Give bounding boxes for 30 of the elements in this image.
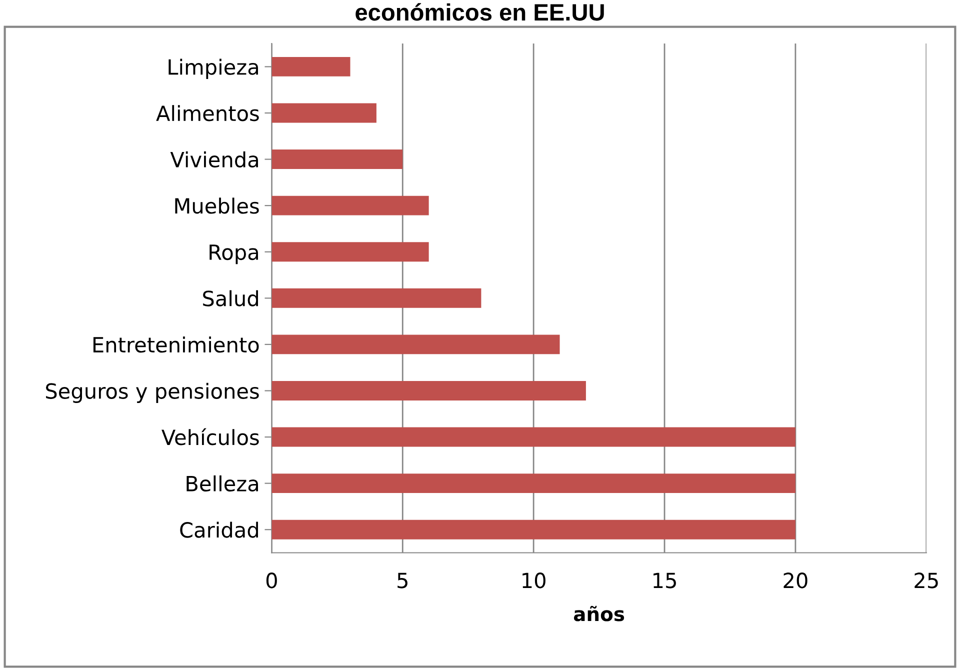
- bar: [272, 150, 403, 169]
- x-tick-label: 5: [398, 572, 408, 588]
- bar: [272, 381, 586, 400]
- x-tick-label: 20: [784, 572, 808, 588]
- y-tick-label: Limpieza: [168, 58, 258, 79]
- y-tick-label: Vehículos: [162, 428, 259, 446]
- y-tick-label: Alimentos: [156, 105, 259, 122]
- y-tick-label: Seguros y pensiones: [46, 382, 259, 403]
- bar: [272, 288, 482, 308]
- y-tick-label: Ropa: [210, 244, 258, 264]
- chart-title: económicos en EE.UU: [356, 3, 604, 21]
- bar: [272, 103, 376, 123]
- y-tick-label: Belleza: [186, 475, 258, 492]
- y-tick-label: Vivienda: [170, 151, 258, 168]
- y-tick-label: Entretenimiento: [93, 336, 259, 353]
- y-tick-label: Muebles: [175, 198, 259, 214]
- bar: [272, 334, 560, 354]
- bar: [272, 56, 350, 76]
- x-tick-label: 10: [522, 572, 546, 588]
- bar: [272, 474, 796, 494]
- x-tick-label: 25: [914, 572, 938, 588]
- x-axis-title: años: [574, 606, 624, 622]
- y-tick-label: Caridad: [180, 522, 258, 538]
- bar: [272, 196, 429, 216]
- bar: [272, 520, 796, 540]
- x-tick-label: 15: [654, 572, 676, 588]
- x-tick-label: 0: [266, 572, 277, 588]
- y-tick-label: Salud: [203, 290, 258, 306]
- bar: [272, 427, 796, 447]
- bar: [272, 242, 429, 262]
